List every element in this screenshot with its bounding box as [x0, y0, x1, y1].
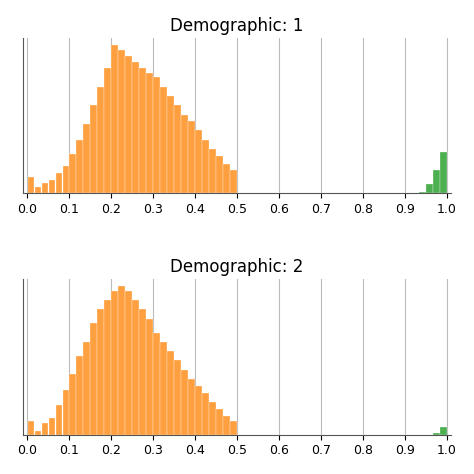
Bar — [195, 130, 202, 193]
Bar — [223, 164, 230, 193]
Bar — [188, 379, 195, 435]
Bar — [27, 421, 34, 435]
Bar — [202, 393, 209, 435]
Bar — [139, 310, 146, 435]
Bar — [160, 342, 167, 435]
Bar — [440, 427, 447, 435]
Title: Demographic: 1: Demographic: 1 — [170, 17, 304, 35]
Bar — [426, 184, 433, 193]
Bar — [126, 291, 132, 435]
Bar — [55, 173, 62, 193]
Bar — [174, 360, 181, 435]
Bar — [70, 374, 76, 435]
Bar — [104, 68, 111, 193]
Bar — [160, 87, 167, 193]
Bar — [83, 342, 90, 435]
Bar — [118, 50, 125, 193]
Bar — [42, 183, 48, 193]
Bar — [63, 165, 69, 193]
Bar — [98, 310, 104, 435]
Bar — [42, 423, 48, 435]
Bar — [230, 170, 237, 193]
Bar — [216, 156, 223, 193]
Bar — [433, 170, 439, 193]
Bar — [216, 409, 223, 435]
Bar — [230, 421, 237, 435]
Bar — [83, 124, 90, 193]
Bar — [139, 68, 146, 193]
Bar — [419, 191, 426, 193]
Bar — [433, 433, 439, 435]
Bar — [210, 149, 216, 193]
Title: Demographic: 2: Demographic: 2 — [170, 258, 304, 276]
Bar — [35, 431, 41, 435]
Bar — [146, 73, 153, 193]
Bar — [202, 140, 209, 193]
Bar — [188, 121, 195, 193]
Bar — [111, 45, 118, 193]
Bar — [195, 386, 202, 435]
Bar — [182, 370, 188, 435]
Bar — [98, 87, 104, 193]
Bar — [91, 323, 97, 435]
Bar — [63, 390, 69, 435]
Bar — [440, 152, 447, 193]
Bar — [132, 62, 139, 193]
Bar — [76, 140, 83, 193]
Bar — [167, 351, 174, 435]
Bar — [210, 402, 216, 435]
Bar — [174, 105, 181, 193]
Bar — [35, 187, 41, 193]
Bar — [126, 56, 132, 193]
Bar — [104, 300, 111, 435]
Bar — [70, 155, 76, 193]
Bar — [146, 319, 153, 435]
Bar — [48, 418, 55, 435]
Bar — [223, 416, 230, 435]
Bar — [91, 105, 97, 193]
Bar — [111, 291, 118, 435]
Bar — [182, 115, 188, 193]
Bar — [76, 356, 83, 435]
Bar — [27, 177, 34, 193]
Bar — [55, 405, 62, 435]
Bar — [167, 96, 174, 193]
Bar — [154, 77, 160, 193]
Bar — [154, 333, 160, 435]
Bar — [132, 300, 139, 435]
Bar — [48, 181, 55, 193]
Bar — [118, 286, 125, 435]
